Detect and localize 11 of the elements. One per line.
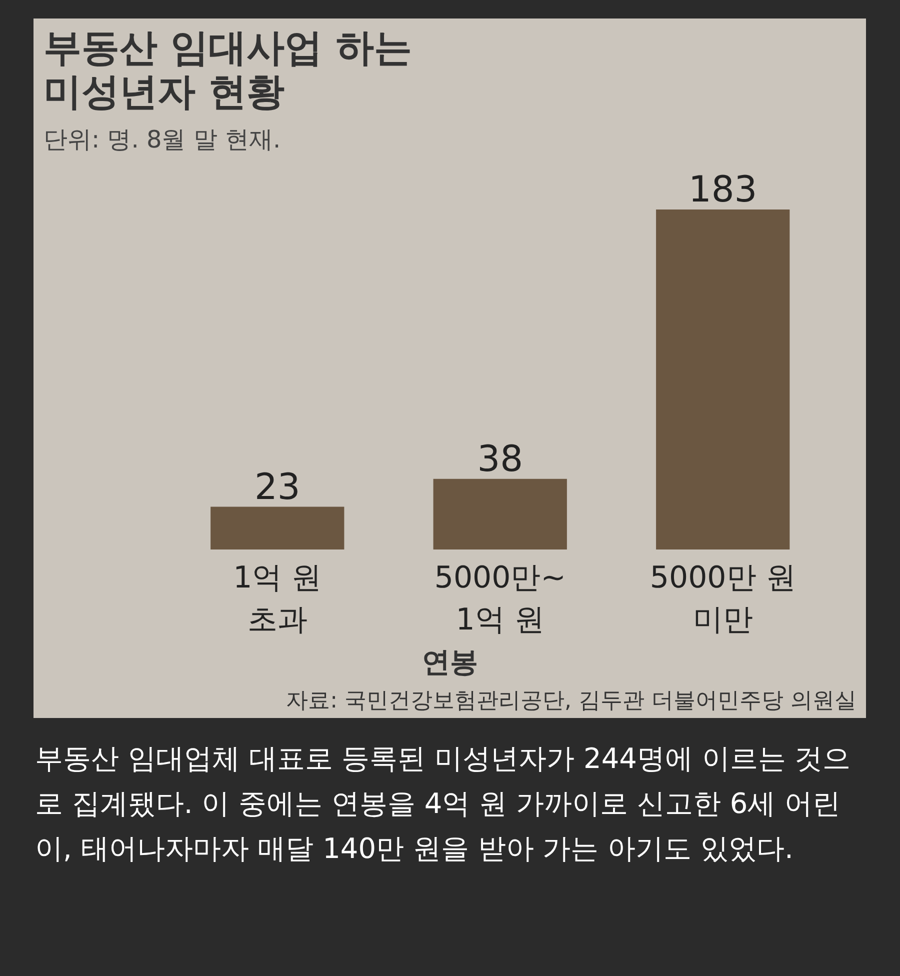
data-label: 23 (254, 466, 300, 508)
data-label: 183 (688, 170, 758, 210)
chart-subtitle: 단위: 명. 8월 말 현재. (44, 126, 281, 154)
text: 부동산 임대업체 대표로 등록된 미성년자가 244명에 이르는 것으로 집계됐다. 이 중에는 연봉을 4억 원 가까이로 신고한 6세 어린이, 태어나자마자 매달 140만 원을 받아 가는 아기도 있었다. (35, 741, 852, 867)
x-tick-label: 5000만 원 미만 (650, 560, 796, 638)
x-tick-label: 5000만~ 1억 원 (434, 560, 566, 638)
x-tick-label: 1억 원 초과 (233, 560, 322, 638)
text: 자료: 국민건강보험관리공단, 김두관 더불어민주당 의원실 (286, 688, 857, 714)
chart-title: 부동산 임대사업 하는 미성년자 현황 (44, 26, 412, 114)
x-axis-title: 연봉 (422, 646, 478, 678)
data-label: 38 (477, 438, 524, 480)
